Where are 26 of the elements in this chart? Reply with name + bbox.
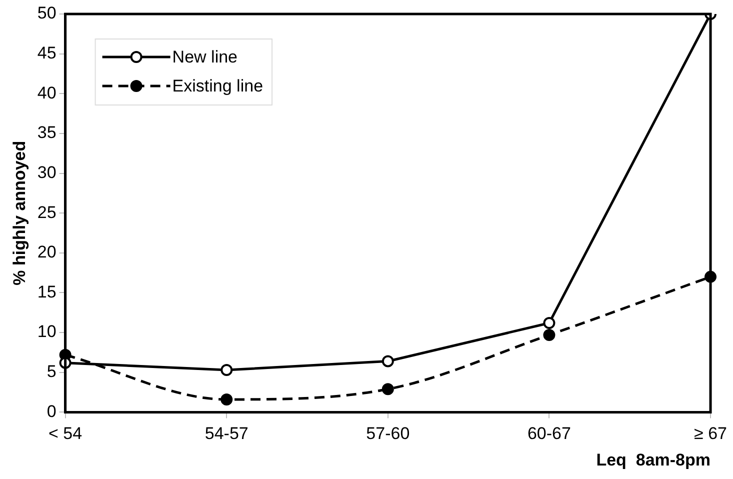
point [220, 393, 233, 406]
x-tick-label: < 54 [48, 424, 82, 444]
point [543, 328, 556, 341]
y-tick-label: 5 [46, 362, 56, 382]
point [382, 383, 394, 396]
y-tick-label: 0 [46, 402, 56, 421]
y-tick-label: 50 [37, 4, 56, 23]
y-tick-label: 10 [37, 322, 56, 342]
point [220, 364, 233, 376]
y-axis-title: % highly annoyed [10, 140, 29, 286]
legend-label: Existing line [172, 76, 264, 96]
y-tick-label: 30 [37, 162, 56, 182]
x-axis-title: Leq 8am-8pm [596, 450, 711, 470]
point [543, 317, 556, 330]
y-tick-label: 15 [37, 282, 56, 302]
y-tick-label: 35 [37, 123, 56, 142]
y-tick-label: 25 [37, 202, 56, 222]
point [382, 355, 394, 368]
y-tick-label: 40 [37, 83, 56, 102]
x-tick-label: 54-57 [204, 424, 248, 444]
x-tick-label: 57-60 [366, 424, 410, 444]
y-tick-label: 45 [37, 44, 56, 63]
legend-label: New line [172, 48, 238, 67]
x-tick-label: ≥ 67 [694, 424, 728, 444]
y-tick-label: 20 [37, 242, 56, 262]
x-tick-label: 60-67 [527, 424, 571, 444]
